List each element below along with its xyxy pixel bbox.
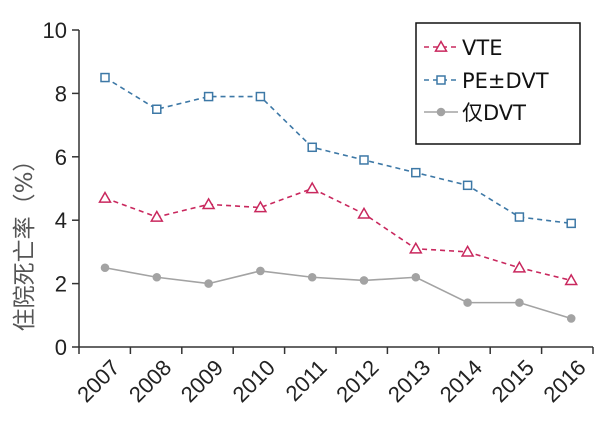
data-point-pe-dvt (255, 91, 266, 102)
data-point-vte (564, 273, 578, 286)
y-tick-label: 0 (55, 335, 67, 360)
x-tick-label: 2007 (72, 355, 124, 407)
x-tick-label: 2009 (176, 355, 228, 407)
legend-box (415, 22, 581, 145)
data-point-dvt-only (152, 272, 162, 282)
data-point-dvt-only (463, 298, 472, 307)
data-point-pe-dvt (514, 212, 525, 222)
y-ticks: 0 2 4 6 8 10 (43, 18, 79, 360)
y-tick-label: 10 (43, 18, 67, 43)
x-tick-label: 2016 (538, 355, 590, 407)
data-point-dvt-only (515, 298, 524, 307)
legend-marker-dvt-only (436, 107, 446, 117)
data-point-vte (98, 190, 112, 203)
y-tick-label: 2 (55, 272, 67, 297)
data-point-dvt-only (256, 266, 265, 276)
data-point-vte (512, 260, 527, 273)
data-point-pe-dvt (152, 104, 162, 114)
data-point-dvt-only (100, 263, 110, 273)
legend-marker-vte (434, 39, 448, 52)
y-tick-label: 4 (55, 208, 67, 233)
x-tick-label: 2014 (435, 355, 487, 407)
data-point-vte (253, 200, 268, 213)
data-point-vte (201, 197, 216, 210)
x-tick-label: 2011 (281, 355, 332, 406)
x-ticks: 2007 2008 2009 2010 2011 2012 2013 2014 2015 2016 (72, 347, 594, 407)
series-layer (98, 72, 578, 323)
data-point-dvt-only (204, 279, 213, 288)
x-tick-label: 2015 (487, 355, 539, 407)
y-axis-title: 住院死亡率（%） (12, 149, 38, 332)
data-point-pe-dvt (566, 218, 576, 229)
series-line-pe-dvt (104, 76, 572, 225)
series-pe-dvt (100, 72, 576, 229)
y-tick-label: 6 (55, 145, 67, 170)
legend: VTE PE±DVT 仅DVT (415, 22, 581, 145)
series-vte (98, 181, 578, 286)
data-point-vte (357, 206, 371, 219)
data-point-pe-dvt (359, 155, 369, 165)
x-tick-label: 2008 (124, 355, 176, 407)
series-dvt-only (100, 263, 576, 323)
y-tick-label: 8 (55, 81, 67, 106)
data-point-dvt-only (359, 276, 369, 285)
data-point-pe-dvt (462, 180, 473, 191)
legend-marker-pe-dvt (436, 75, 446, 85)
data-point-vte (460, 244, 475, 257)
data-point-pe-dvt (307, 142, 317, 153)
data-point-vte (150, 210, 164, 222)
legend-label-dvt-only: 仅DVT (462, 101, 526, 125)
x-tick-label: 2010 (228, 355, 280, 407)
x-tick-label: 2012 (331, 355, 383, 407)
x-tick-label: 2013 (383, 355, 435, 407)
data-point-pe-dvt (100, 72, 110, 83)
data-point-dvt-only (307, 272, 317, 282)
data-point-dvt-only (566, 314, 576, 323)
data-point-pe-dvt (411, 167, 421, 178)
series-line-vte (104, 187, 572, 282)
data-point-pe-dvt (203, 91, 214, 102)
data-point-vte (305, 181, 319, 194)
series-line-dvt-only (104, 266, 572, 320)
data-point-vte (409, 241, 423, 254)
legend-label-pe-dvt: PE±DVT (462, 69, 549, 93)
legend-label-vte: VTE (462, 36, 502, 60)
data-point-dvt-only (411, 272, 421, 282)
